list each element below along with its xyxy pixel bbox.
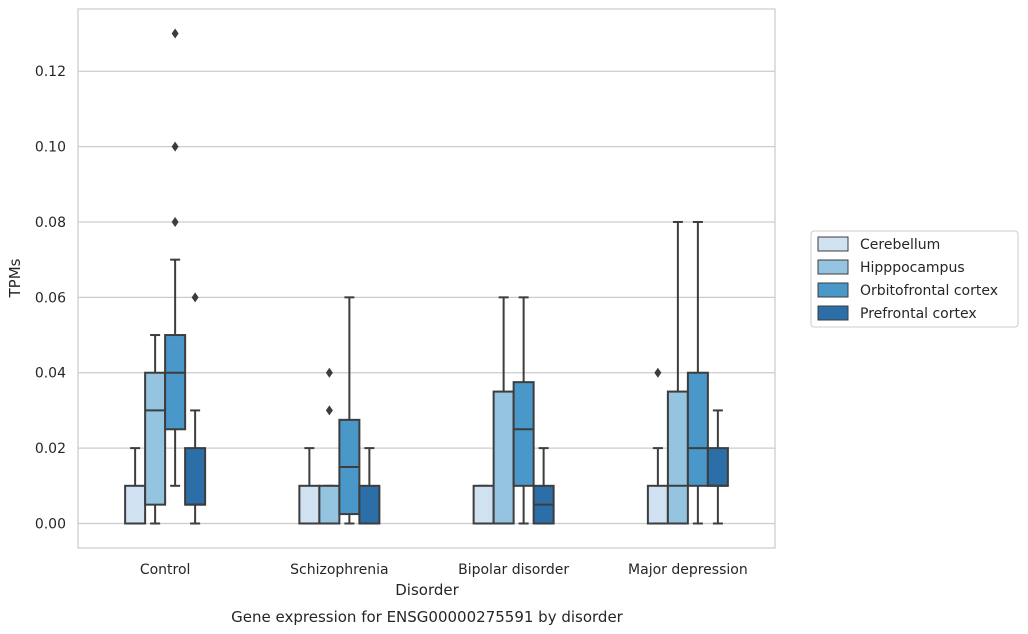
box-iqr bbox=[646, 484, 669, 525]
box-iqr bbox=[686, 371, 709, 487]
box-iqr bbox=[164, 334, 187, 431]
legend-label: Prefrontal cortex bbox=[860, 306, 977, 322]
series-hipppocampus bbox=[144, 220, 689, 525]
legend-label: Cerebellum bbox=[860, 237, 940, 253]
y-tick-label: 0.12 bbox=[35, 64, 66, 80]
box bbox=[184, 292, 207, 525]
x-tick-label: Control bbox=[140, 562, 191, 578]
box-iqr bbox=[298, 484, 321, 525]
box bbox=[338, 296, 361, 525]
outlier-point bbox=[191, 292, 199, 303]
box-iqr bbox=[184, 447, 207, 506]
box bbox=[298, 447, 321, 525]
legend-swatch bbox=[817, 259, 849, 275]
series-cerebellum bbox=[124, 367, 669, 525]
box bbox=[472, 484, 495, 525]
box bbox=[686, 220, 709, 525]
box-iqr bbox=[144, 371, 167, 506]
box-iqr bbox=[318, 484, 341, 525]
legend-swatch bbox=[817, 236, 849, 252]
x-tick-label: Schizophrenia bbox=[290, 562, 388, 578]
box bbox=[646, 367, 669, 525]
box-series bbox=[124, 28, 729, 525]
x-tick-labels: Control Schizophrenia Bipolar disorder Majo… bbox=[140, 562, 748, 578]
box bbox=[318, 367, 341, 525]
legend-swatch bbox=[817, 305, 849, 321]
box-iqr bbox=[358, 484, 381, 525]
y-axis-label: TPMs bbox=[6, 258, 24, 298]
box bbox=[144, 334, 167, 525]
chart-caption: Gene expression for ENSG00000275591 by d… bbox=[231, 608, 624, 626]
box bbox=[358, 447, 381, 525]
y-tick-label: 0.04 bbox=[35, 366, 66, 382]
x-axis-label: Disorder bbox=[395, 581, 459, 599]
y-tick-labels: 0.00 0.02 0.04 0.06 0.08 0.10 0.12 bbox=[35, 64, 66, 532]
plot-area-frame bbox=[77, 8, 776, 549]
box-iqr bbox=[512, 381, 535, 487]
y-tick-label: 0.06 bbox=[35, 290, 66, 306]
y-tick-label: 0.00 bbox=[35, 517, 66, 533]
outlier-point bbox=[171, 141, 179, 152]
box-iqr bbox=[706, 447, 729, 487]
outlier-point bbox=[654, 367, 662, 378]
legend-frame bbox=[810, 230, 1019, 328]
y-tick-label: 0.02 bbox=[35, 441, 66, 457]
series-orbitofrontal-cortex bbox=[164, 28, 709, 525]
legend: Cerebellum Hipppocampus Orbitofrontal cort… bbox=[810, 230, 1019, 328]
series-prefrontal-cortex bbox=[184, 292, 729, 525]
box bbox=[164, 28, 187, 487]
outlier-point bbox=[171, 216, 179, 227]
box bbox=[512, 296, 535, 525]
box-iqr bbox=[124, 484, 147, 525]
outlier-point bbox=[325, 405, 333, 416]
y-tick-label: 0.08 bbox=[35, 215, 66, 231]
box bbox=[706, 409, 729, 525]
legend-label: Hipppocampus bbox=[860, 260, 965, 276]
y-tick-label: 0.10 bbox=[35, 140, 66, 156]
box bbox=[532, 447, 555, 525]
box bbox=[124, 447, 147, 525]
box-iqr bbox=[472, 484, 495, 525]
box-iqr bbox=[492, 390, 515, 525]
outlier-point bbox=[171, 28, 179, 39]
x-tick-label: Major depression bbox=[628, 562, 748, 578]
box-iqr bbox=[666, 390, 689, 525]
x-tick-label: Bipolar disorder bbox=[458, 562, 569, 578]
legend-swatch bbox=[817, 282, 849, 298]
outlier-point bbox=[325, 367, 333, 378]
legend-label: Orbitofrontal cortex bbox=[860, 283, 998, 299]
